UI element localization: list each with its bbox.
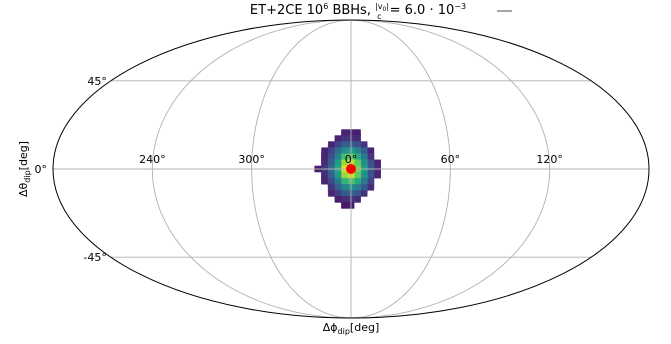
heatmap-cell xyxy=(360,190,368,197)
heatmap-cell xyxy=(353,129,361,136)
heatmap-cell xyxy=(334,177,342,185)
heatmap-cell xyxy=(334,196,342,203)
heatmap-cell xyxy=(360,147,368,154)
heatmap-cell xyxy=(327,190,335,197)
chart-title: ET+2CE 106 BBHs, |v0| c = 6.0 · 10−3 xyxy=(250,2,466,21)
heatmap-cell xyxy=(360,177,368,185)
heatmap-cell xyxy=(327,147,335,154)
heatmap-cell xyxy=(341,135,348,142)
longitude-tick-label: 60° xyxy=(441,153,461,166)
longitude-tick-label: 300° xyxy=(238,153,265,166)
heatmap-cell xyxy=(360,153,368,161)
heatmap-cell xyxy=(341,202,349,209)
heatmap-cell xyxy=(321,159,329,167)
heatmap-cell xyxy=(360,184,368,191)
heatmap-cell xyxy=(321,147,329,154)
x-axis-label: Δϕdip[deg] xyxy=(323,321,380,336)
heatmap-cell xyxy=(367,177,375,185)
heatmap-cell xyxy=(334,171,342,179)
heatmap-cell xyxy=(334,159,342,167)
heatmap-cell xyxy=(334,190,342,197)
heatmap-cell xyxy=(340,184,348,191)
heatmap-cell xyxy=(367,147,375,154)
heatmap-cell xyxy=(354,171,362,179)
heatmap-cell xyxy=(367,184,375,191)
latitude-tick-label: 45° xyxy=(87,75,107,88)
heatmap-cell xyxy=(354,196,361,203)
latitude-tick-label: 0° xyxy=(35,163,48,176)
heatmap-cell xyxy=(341,196,348,203)
longitude-tick-label: 0° xyxy=(345,153,358,166)
heatmap-cell xyxy=(367,153,375,161)
heatmap-cell xyxy=(340,190,348,197)
heatmap-cell xyxy=(373,159,381,167)
heatmap-cell xyxy=(327,141,335,148)
dipole-marker xyxy=(346,164,356,174)
heatmap-cell xyxy=(334,147,342,154)
latitude-tick-label: -45° xyxy=(83,251,106,264)
heatmap-cell xyxy=(360,141,368,148)
heatmap-cell xyxy=(327,184,335,191)
heatmap-cell xyxy=(373,171,381,179)
heatmap-cell xyxy=(340,171,348,179)
heatmap-cell xyxy=(354,141,362,148)
heatmap-cell xyxy=(354,190,362,197)
heatmap-cell xyxy=(360,171,368,179)
heatmap-cell xyxy=(354,184,362,191)
heatmap-cell xyxy=(327,171,335,179)
heatmap-cell xyxy=(367,171,375,179)
heatmap-cell xyxy=(354,177,362,185)
longitude-tick-label: 240° xyxy=(139,153,166,166)
y-axis-label: Δθdip[deg] xyxy=(17,141,32,197)
heatmap-cell xyxy=(321,177,329,185)
sky-boundary xyxy=(52,19,650,319)
heatmap-cell xyxy=(327,177,335,185)
heatmap-cell xyxy=(334,153,342,161)
heatmap-cell xyxy=(341,129,349,136)
heatmap-cell xyxy=(334,135,342,142)
heatmap-cell xyxy=(327,159,335,167)
tick-labels: 120° 60° 0° 300° 240° 45° 0° -45° xyxy=(35,75,563,264)
heatmap-cell xyxy=(354,135,361,142)
frac-denominator: c xyxy=(377,12,381,21)
heatmap-cell xyxy=(334,184,342,191)
heatmap-cell xyxy=(340,177,348,185)
heatmap-cell xyxy=(321,153,329,161)
heatmap-cell xyxy=(360,159,368,167)
heatmap-cell xyxy=(334,141,342,148)
heatmap-cell xyxy=(327,153,335,161)
heatmap-cell xyxy=(340,141,348,148)
heatmap-cell xyxy=(321,171,329,179)
longitude-tick-label: 120° xyxy=(536,153,563,166)
frac-numerator: |v0| xyxy=(375,2,389,13)
heatmap-cell xyxy=(367,159,375,167)
